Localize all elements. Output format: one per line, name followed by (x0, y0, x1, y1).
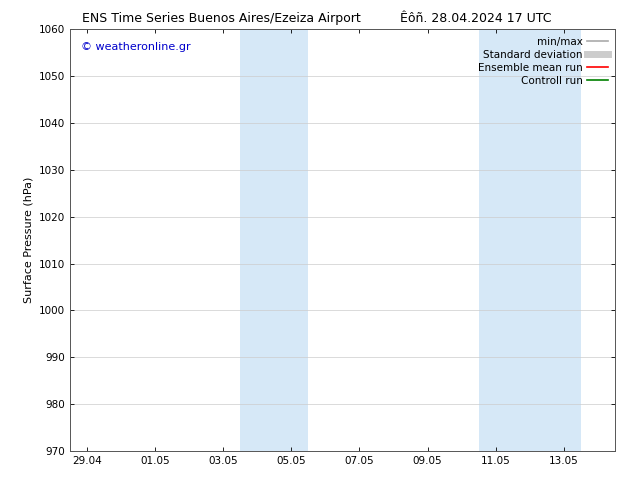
Legend: min/max, Standard deviation, Ensemble mean run, Controll run: min/max, Standard deviation, Ensemble me… (476, 35, 610, 88)
Text: ENS Time Series Buenos Aires/Ezeiza Airport: ENS Time Series Buenos Aires/Ezeiza Airp… (82, 12, 361, 25)
Y-axis label: Surface Pressure (hPa): Surface Pressure (hPa) (23, 177, 33, 303)
Bar (479, 29, 581, 451)
Text: Êôñ. 28.04.2024 17 UTC: Êôñ. 28.04.2024 17 UTC (400, 12, 552, 25)
Text: © weatheronline.gr: © weatheronline.gr (81, 42, 190, 52)
Bar (240, 29, 308, 451)
